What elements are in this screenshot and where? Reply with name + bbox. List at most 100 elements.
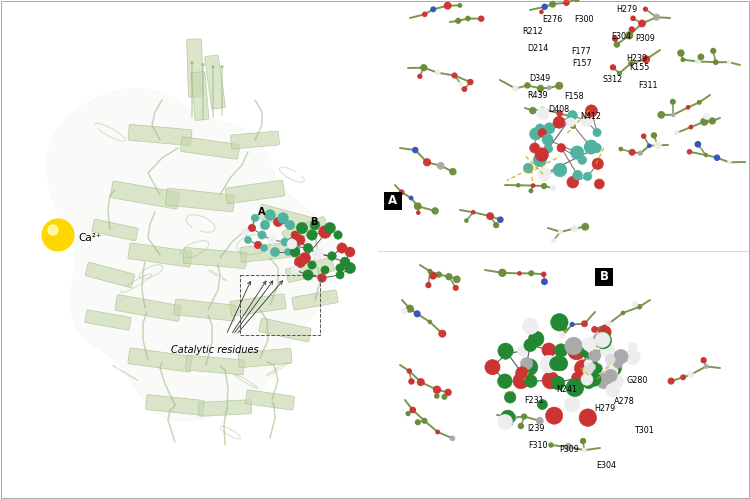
Circle shape — [584, 141, 598, 154]
Circle shape — [648, 144, 651, 147]
Circle shape — [580, 344, 594, 358]
Circle shape — [551, 239, 555, 242]
Circle shape — [458, 3, 461, 7]
Circle shape — [570, 322, 574, 326]
Circle shape — [452, 73, 457, 78]
Circle shape — [557, 144, 566, 152]
Circle shape — [345, 247, 355, 257]
Circle shape — [538, 85, 544, 91]
Circle shape — [582, 321, 587, 326]
Circle shape — [524, 339, 537, 352]
Circle shape — [542, 372, 560, 389]
Circle shape — [592, 158, 604, 170]
Circle shape — [592, 327, 597, 332]
Circle shape — [686, 106, 690, 109]
Circle shape — [307, 230, 317, 241]
Circle shape — [550, 1, 556, 7]
Circle shape — [674, 131, 679, 135]
Circle shape — [538, 128, 547, 137]
FancyBboxPatch shape — [191, 71, 209, 120]
Circle shape — [450, 436, 454, 441]
Circle shape — [291, 266, 299, 274]
Circle shape — [728, 60, 730, 64]
Circle shape — [407, 369, 411, 373]
Circle shape — [704, 154, 707, 157]
Circle shape — [340, 257, 350, 267]
FancyBboxPatch shape — [128, 124, 192, 146]
Circle shape — [284, 249, 292, 255]
Circle shape — [541, 107, 544, 111]
Circle shape — [571, 146, 584, 159]
Text: A278: A278 — [614, 397, 634, 406]
FancyBboxPatch shape — [285, 257, 334, 282]
Circle shape — [530, 108, 536, 114]
Circle shape — [605, 355, 615, 365]
Text: A: A — [388, 195, 398, 208]
Circle shape — [465, 219, 468, 222]
Circle shape — [520, 357, 532, 370]
Circle shape — [484, 360, 500, 375]
Circle shape — [281, 238, 289, 246]
Text: R439: R439 — [526, 90, 548, 99]
Text: P309: P309 — [559, 446, 579, 455]
Circle shape — [565, 444, 572, 450]
Circle shape — [265, 210, 275, 221]
FancyBboxPatch shape — [85, 310, 131, 330]
Circle shape — [621, 311, 625, 314]
Circle shape — [518, 424, 524, 429]
Circle shape — [604, 363, 618, 378]
Circle shape — [544, 123, 555, 134]
Circle shape — [504, 392, 516, 403]
Circle shape — [456, 18, 460, 23]
Circle shape — [550, 313, 568, 331]
Circle shape — [587, 373, 601, 386]
Circle shape — [554, 163, 567, 177]
Circle shape — [313, 249, 323, 259]
Circle shape — [472, 211, 475, 214]
Circle shape — [652, 133, 656, 138]
Circle shape — [278, 213, 289, 224]
Circle shape — [671, 113, 675, 116]
FancyBboxPatch shape — [238, 348, 292, 368]
Circle shape — [704, 113, 710, 119]
Circle shape — [499, 269, 506, 276]
Circle shape — [568, 342, 586, 360]
Circle shape — [285, 220, 295, 230]
Circle shape — [415, 203, 421, 210]
Circle shape — [402, 308, 406, 313]
Circle shape — [344, 262, 355, 273]
Circle shape — [423, 12, 427, 16]
Circle shape — [454, 276, 460, 282]
Circle shape — [325, 223, 335, 234]
Circle shape — [436, 272, 441, 277]
Circle shape — [698, 54, 703, 60]
Circle shape — [431, 7, 436, 11]
Text: D408: D408 — [549, 105, 570, 114]
Text: D214: D214 — [527, 44, 548, 53]
Circle shape — [328, 251, 336, 260]
Circle shape — [592, 143, 602, 153]
Circle shape — [454, 285, 458, 290]
Circle shape — [303, 243, 313, 253]
Circle shape — [629, 150, 634, 155]
Circle shape — [258, 231, 266, 239]
Circle shape — [318, 273, 326, 282]
Circle shape — [260, 245, 268, 251]
Circle shape — [589, 349, 601, 362]
Circle shape — [638, 151, 642, 155]
Circle shape — [406, 412, 410, 416]
Circle shape — [654, 142, 661, 149]
FancyBboxPatch shape — [258, 204, 312, 232]
Circle shape — [268, 236, 276, 244]
Circle shape — [583, 366, 592, 375]
Circle shape — [639, 20, 645, 26]
Text: S312: S312 — [603, 75, 623, 84]
Circle shape — [560, 333, 566, 338]
Circle shape — [525, 83, 530, 88]
Circle shape — [442, 395, 447, 399]
Polygon shape — [47, 88, 339, 421]
Circle shape — [445, 389, 451, 395]
Circle shape — [644, 7, 647, 11]
Circle shape — [556, 82, 562, 89]
Circle shape — [537, 400, 548, 410]
